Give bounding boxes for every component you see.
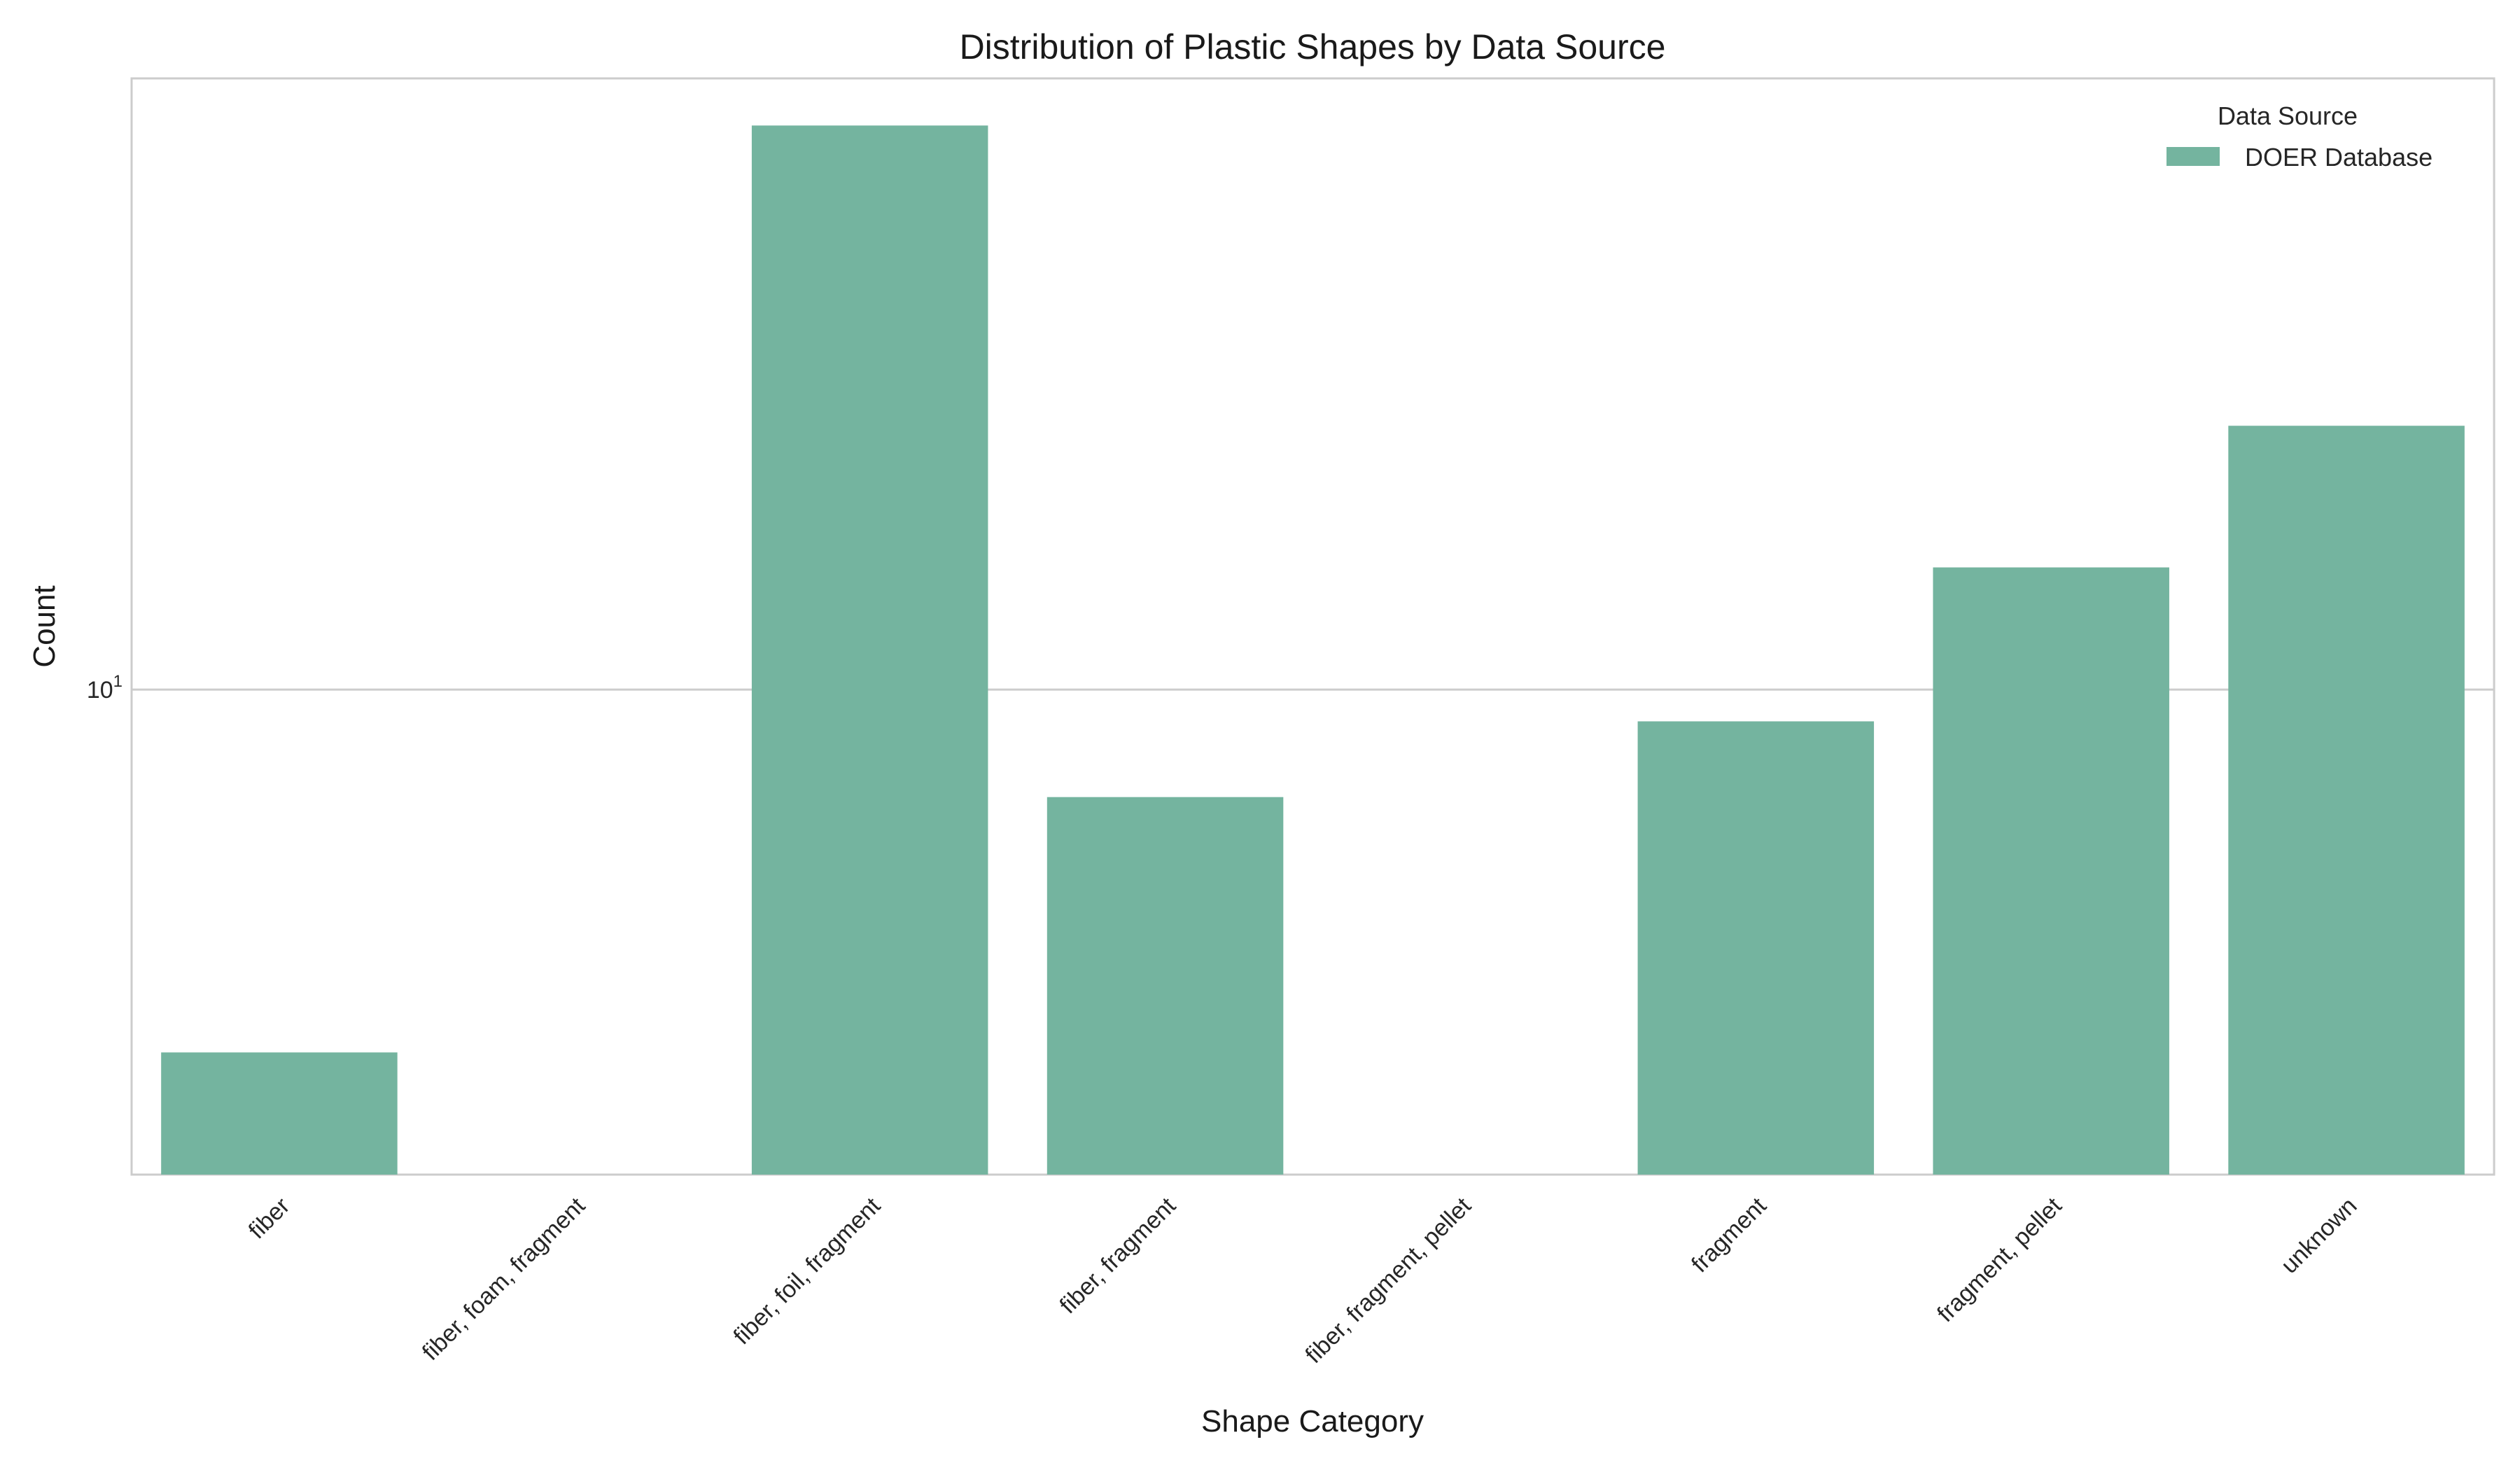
x-tick-label: fiber, foil, fragment bbox=[729, 1192, 886, 1350]
x-tick-label: fiber, foam, fragment bbox=[417, 1192, 591, 1366]
x-tick-label: fiber, fragment, pellet bbox=[1301, 1192, 1477, 1368]
x-tick-label: fragment bbox=[1686, 1192, 1772, 1278]
y-tick-exponent: 1 bbox=[113, 672, 122, 691]
bar bbox=[1637, 721, 1875, 1175]
legend-swatch bbox=[2166, 147, 2220, 166]
legend-label: DOER Database bbox=[2245, 143, 2432, 172]
x-tick-label: fiber, fragment bbox=[1054, 1192, 1181, 1319]
chart-title: Distribution of Plastic Shapes by Data S… bbox=[960, 27, 1666, 66]
bars bbox=[161, 125, 2465, 1175]
bar bbox=[1933, 567, 2169, 1175]
legend-title: Data Source bbox=[2218, 102, 2358, 130]
bar bbox=[751, 125, 988, 1175]
bar bbox=[1046, 797, 1284, 1175]
legend: Data Source DOER Database bbox=[2166, 102, 2432, 172]
x-tick-label: fragment, pellet bbox=[1932, 1192, 2067, 1327]
x-tick-label: fiber bbox=[244, 1193, 295, 1245]
y-axis-label: Count bbox=[27, 585, 62, 667]
x-tick-labels: fiber fiber, foam, fragment fiber, foil, f… bbox=[244, 1192, 2362, 1368]
y-tick-label: 101 bbox=[87, 672, 122, 704]
x-tick-label: unknown bbox=[2276, 1193, 2362, 1279]
x-axis-label: Shape Category bbox=[1201, 1404, 1424, 1438]
y-tick-base: 10 bbox=[87, 677, 113, 704]
bar bbox=[161, 1052, 398, 1175]
y-tick-labels: 101 bbox=[87, 672, 122, 704]
bar bbox=[2228, 426, 2465, 1175]
